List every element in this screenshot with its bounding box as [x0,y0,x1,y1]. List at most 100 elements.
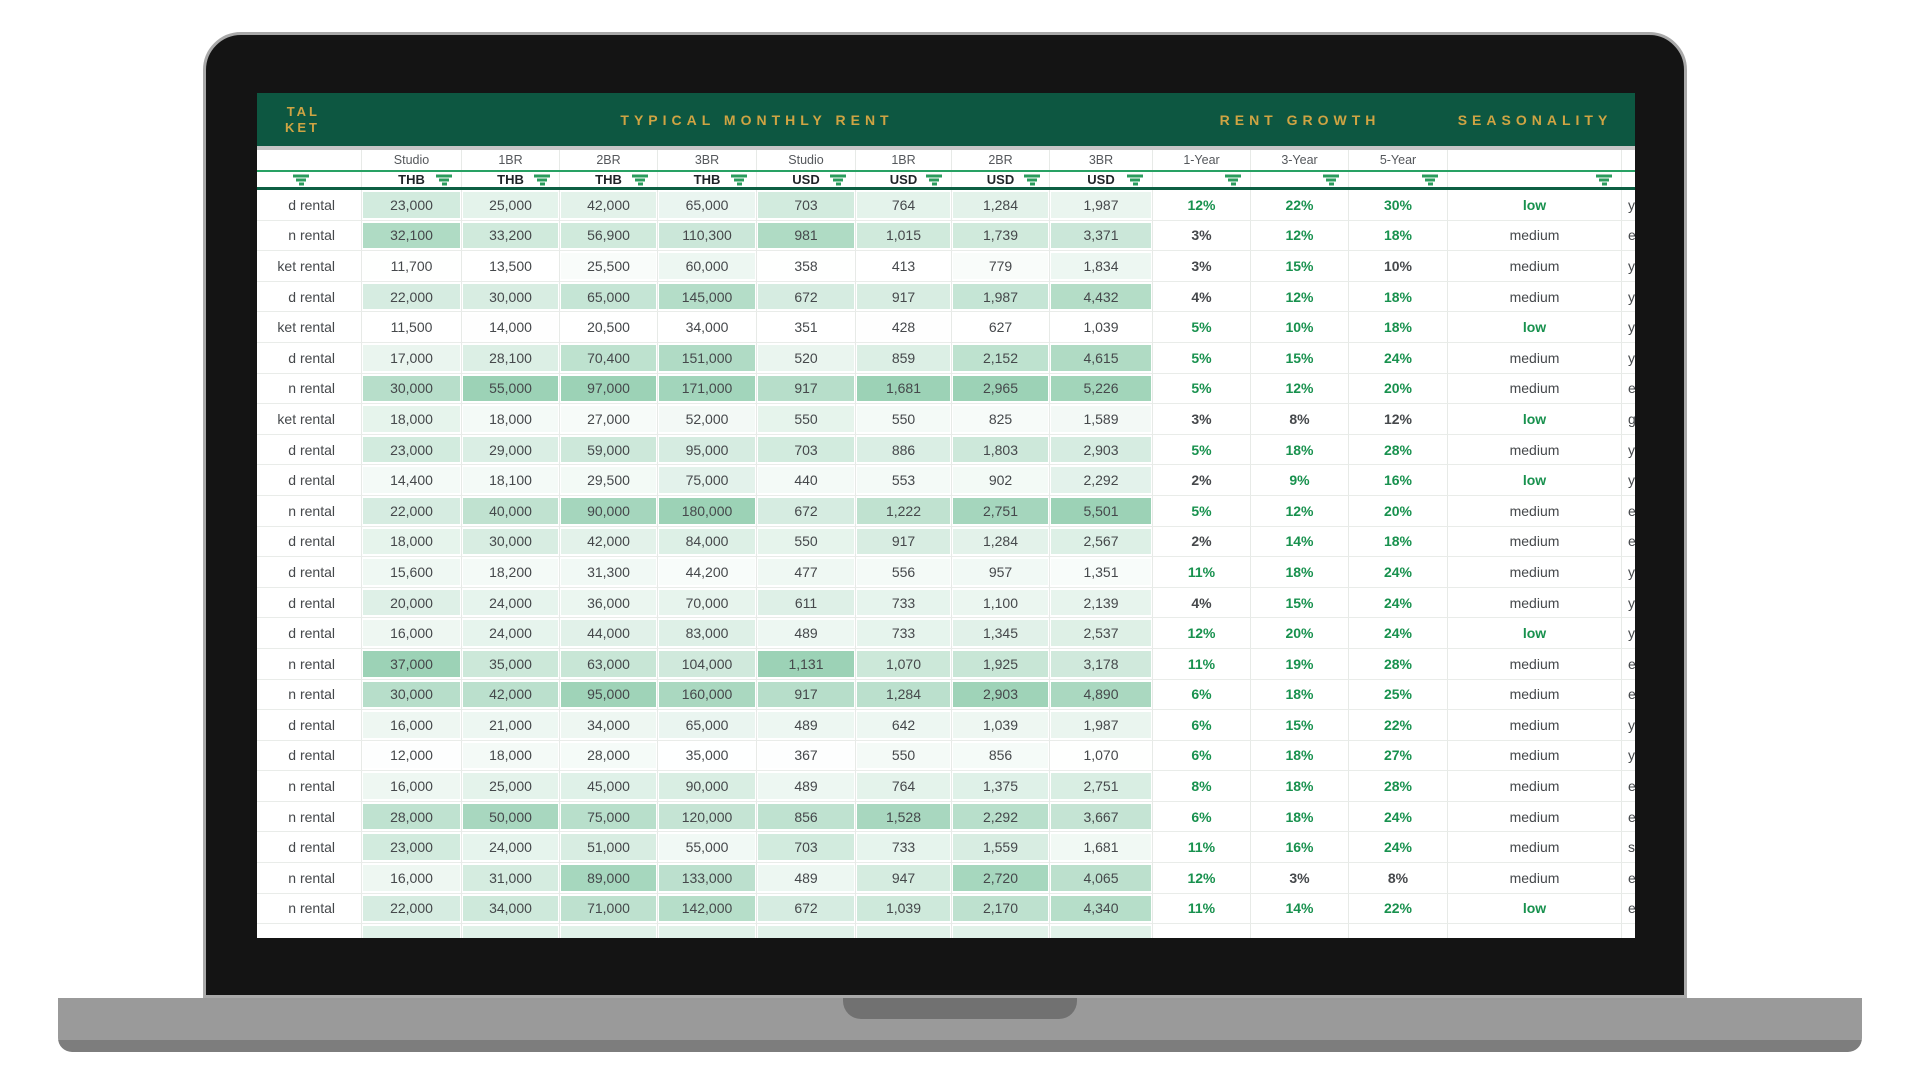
rent-value-cell[interactable]: 18,000 [462,404,560,435]
filter-icon[interactable] [1225,174,1241,185]
rent-value-cell[interactable]: 151,000 [658,342,757,374]
rent-value-cell[interactable]: 642 [856,710,952,741]
currency-filter-cell[interactable]: THB [658,172,757,187]
rent-value-cell[interactable]: 18,100 [462,465,560,496]
rent-value-cell[interactable]: 856 [757,801,856,833]
rent-value-cell[interactable]: 36,000 [560,587,658,619]
growth-value-cell[interactable]: 10% [1251,312,1349,343]
growth-value-cell[interactable]: 20% [1349,373,1448,405]
rent-value-cell[interactable]: 947 [856,863,952,894]
seasonality-cell[interactable]: low [1448,893,1622,925]
growth-value-cell[interactable]: 5% [1153,373,1251,405]
rent-value-cell[interactable]: 520 [757,342,856,374]
growth-value-cell[interactable]: 3% [1153,220,1251,252]
rent-value-cell[interactable]: 489 [757,771,856,802]
growth-value-cell[interactable]: 18% [1251,679,1349,711]
rent-value-cell[interactable]: 33,200 [462,220,560,252]
growth-value-cell[interactable]: 19% [1251,648,1349,680]
currency-filter-cell[interactable]: THB [462,172,560,187]
rent-value-cell[interactable]: 30,000 [362,679,462,711]
growth-value-cell[interactable]: 12% [1153,190,1251,221]
rent-value-cell[interactable]: 142,000 [658,893,757,925]
growth-value-cell[interactable]: 24% [1349,342,1448,374]
rent-value-cell[interactable]: 30,000 [462,281,560,313]
growth-value-cell[interactable]: 24% [1349,587,1448,619]
growth-value-cell[interactable]: 5% [1153,495,1251,527]
rent-value-cell[interactable]: 2,152 [952,342,1050,374]
growth-value-cell[interactable]: 12% [1349,404,1448,435]
row-label-cell[interactable]: ket rental [257,312,362,343]
filter-icon[interactable] [632,174,648,185]
growth-value-cell[interactable]: 14% [1251,526,1349,558]
rent-value-cell[interactable]: 44,000 [560,618,658,649]
row-label-cell[interactable]: n rental [257,863,362,894]
rent-value-cell[interactable]: 2,537 [1050,618,1153,649]
rent-value-cell[interactable]: 55,000 [658,832,757,864]
rent-value-cell[interactable]: 1,039 [1050,312,1153,343]
rent-value-cell[interactable]: 22,000 [362,495,462,527]
rent-value-cell[interactable]: 428 [856,312,952,343]
rent-value-cell[interactable]: 1,987 [952,281,1050,313]
rent-value-cell[interactable]: 1,589 [1050,404,1153,435]
growth-value-cell[interactable]: 18% [1349,312,1448,343]
rent-value-cell[interactable]: 672 [757,495,856,527]
rent-value-cell[interactable]: 4,890 [1050,679,1153,711]
row-label-cell[interactable]: d rental [257,434,362,466]
rent-value-cell[interactable]: 24,000 [462,832,560,864]
rent-value-cell[interactable]: 65,000 [658,190,757,221]
growth-value-cell[interactable]: 16% [1349,465,1448,496]
growth-value-cell[interactable]: 18% [1251,557,1349,588]
rent-value-cell[interactable]: 703 [757,190,856,221]
rent-value-cell[interactable]: 145,000 [658,281,757,313]
rent-value-cell[interactable]: 18,000 [362,404,462,435]
seasonality-cell[interactable]: low [1448,465,1622,496]
rent-value-cell[interactable]: 37,000 [362,648,462,680]
rent-value-cell[interactable]: 981 [757,220,856,252]
growth-filter-cell[interactable] [1349,172,1448,187]
filter-icon[interactable] [436,174,452,185]
rent-value-cell[interactable]: 550 [757,404,856,435]
row-label-cell[interactable]: n rental [257,679,362,711]
rent-value-cell[interactable]: 28,100 [462,342,560,374]
seasonality-cell[interactable]: medium [1448,832,1622,864]
growth-value-cell[interactable]: 25% [1349,679,1448,711]
rent-value-cell[interactable]: 95,000 [658,434,757,466]
rent-value-cell[interactable]: 17,000 [362,342,462,374]
growth-value-cell[interactable]: 18% [1349,220,1448,252]
rent-value-cell[interactable]: 31,300 [560,557,658,588]
filter-icon[interactable] [1323,174,1339,185]
growth-value-cell[interactable]: 20% [1349,495,1448,527]
rent-value-cell[interactable]: 917 [757,679,856,711]
seasonality-filter-cell[interactable] [1448,172,1622,187]
seasonality-cell[interactable]: medium [1448,648,1622,680]
currency-filter-cell[interactable]: USD [1050,172,1153,187]
seasonality-cell[interactable]: medium [1448,771,1622,802]
currency-filter-cell[interactable]: USD [952,172,1050,187]
rent-value-cell[interactable]: 89,000 [560,863,658,894]
rent-value-cell[interactable]: 160,000 [658,679,757,711]
growth-value-cell[interactable]: 18% [1349,281,1448,313]
row-label-cell[interactable]: n rental [257,220,362,252]
rent-value-cell[interactable]: 16,000 [362,771,462,802]
growth-column-header[interactable]: 5-Year [1349,150,1448,170]
rent-value-cell[interactable]: 90,000 [658,771,757,802]
growth-value-cell[interactable]: 24% [1349,557,1448,588]
rent-value-cell[interactable]: 413 [856,251,952,282]
unit-column-header[interactable]: 1BR [856,150,952,170]
row-label-cell[interactable]: ket rental [257,251,362,282]
rent-value-cell[interactable]: 1,803 [952,434,1050,466]
rent-value-cell[interactable]: 18,000 [462,740,560,772]
growth-value-cell[interactable]: 5% [1153,434,1251,466]
seasonality-cell[interactable]: medium [1448,434,1622,466]
row-label-cell[interactable]: ket rental [257,404,362,435]
rent-value-cell[interactable]: 34,000 [462,893,560,925]
row-label-cell[interactable]: n rental [257,495,362,527]
rent-value-cell[interactable]: 133,000 [658,863,757,894]
row-label-cell[interactable]: d rental [257,710,362,741]
growth-value-cell[interactable]: 8% [1349,863,1448,894]
seasonality-cell[interactable]: low [1448,190,1622,221]
rent-value-cell[interactable]: 703 [757,832,856,864]
growth-value-cell[interactable]: 6% [1153,710,1251,741]
growth-value-cell[interactable]: 24% [1349,618,1448,649]
growth-value-cell[interactable]: 22% [1251,190,1349,221]
